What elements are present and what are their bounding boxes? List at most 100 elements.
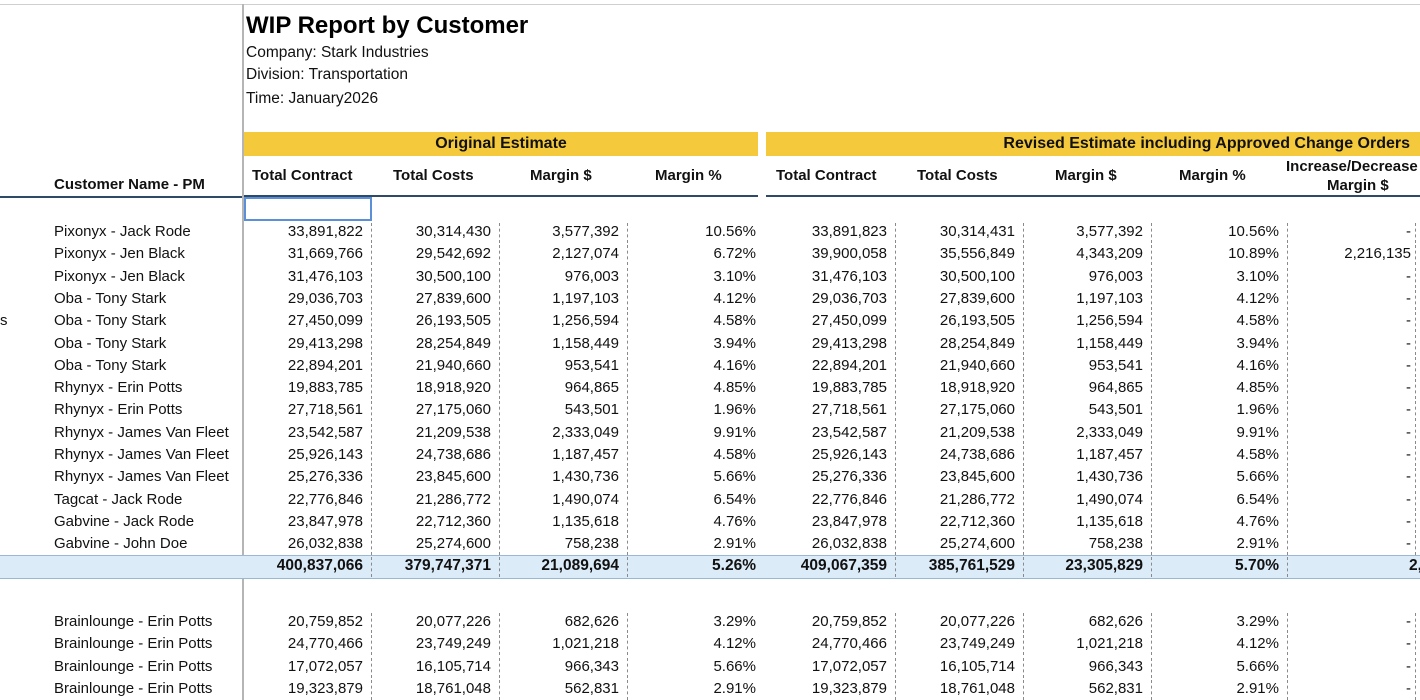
rev-contract-cell[interactable]: 17,072,057 bbox=[766, 657, 896, 678]
total-rev-pct[interactable]: 5.70% bbox=[1152, 557, 1288, 577]
rev-pct-cell[interactable]: 1.96% bbox=[1152, 401, 1288, 422]
customer-name-cell[interactable]: Rhynyx - James Van Fleet bbox=[54, 423, 229, 441]
orig-costs-cell[interactable]: 24,738,686 bbox=[372, 446, 500, 466]
orig-pct-cell[interactable]: 2.91% bbox=[713, 679, 756, 697]
rev-pct-cell[interactable]: 4.12% bbox=[1152, 635, 1288, 656]
orig-pct-cell[interactable]: 2.91% bbox=[713, 535, 756, 553]
rev-contract-cell[interactable]: 22,776,846 bbox=[766, 490, 896, 511]
orig-contract-cell[interactable]: 33,891,822 bbox=[244, 223, 372, 243]
rev-contract-cell[interactable]: 19,883,785 bbox=[766, 379, 896, 400]
orig-margin-cell[interactable]: 976,003 bbox=[500, 267, 628, 288]
rev-pct-cell[interactable]: 4.85% bbox=[1152, 379, 1288, 400]
rev-margin-cell[interactable]: 1,490,074 bbox=[1024, 490, 1152, 511]
increase-cell[interactable]: - bbox=[1288, 223, 1416, 243]
rev-contract-cell[interactable]: 33,891,823 bbox=[766, 223, 896, 243]
rev-pct-cell[interactable]: 3.94% bbox=[1152, 334, 1288, 355]
total-rev-contract[interactable]: 409,067,359 bbox=[766, 557, 896, 577]
increase-cell[interactable]: - bbox=[1288, 379, 1416, 400]
rev-costs-cell[interactable]: 20,077,226 bbox=[896, 613, 1024, 633]
orig-costs-cell[interactable]: 21,286,772 bbox=[372, 490, 500, 511]
rev-contract-cell[interactable]: 31,476,103 bbox=[766, 267, 896, 288]
rev-margin-cell[interactable]: 1,430,736 bbox=[1024, 468, 1152, 489]
rev-costs-cell[interactable]: 23,749,249 bbox=[896, 635, 1024, 656]
customer-name-cell[interactable]: Pixonyx - Jen Black bbox=[54, 245, 185, 263]
orig-costs-cell[interactable]: 23,749,249 bbox=[372, 635, 500, 656]
orig-pct-cell[interactable]: 6.72% bbox=[713, 245, 756, 263]
rev-costs-cell[interactable]: 22,712,360 bbox=[896, 512, 1024, 533]
increase-cell[interactable]: - bbox=[1288, 312, 1416, 333]
rev-margin-cell[interactable]: 1,158,449 bbox=[1024, 334, 1152, 355]
orig-margin-cell[interactable]: 1,197,103 bbox=[500, 289, 628, 310]
orig-margin-cell[interactable]: 1,256,594 bbox=[500, 312, 628, 333]
rev-pct-cell[interactable]: 3.29% bbox=[1152, 613, 1288, 633]
orig-pct-cell[interactable]: 4.12% bbox=[713, 635, 756, 653]
orig-contract-cell[interactable]: 20,759,852 bbox=[244, 613, 372, 633]
rev-margin-cell[interactable]: 758,238 bbox=[1024, 535, 1152, 556]
orig-pct-cell[interactable]: 10.56% bbox=[705, 223, 756, 240]
rev-costs-cell[interactable]: 21,940,660 bbox=[896, 356, 1024, 377]
orig-margin-cell[interactable]: 682,626 bbox=[500, 613, 628, 633]
rev-contract-cell[interactable]: 25,276,336 bbox=[766, 468, 896, 489]
orig-costs-cell[interactable]: 26,193,505 bbox=[372, 312, 500, 333]
rev-pct-cell[interactable]: 4.16% bbox=[1152, 356, 1288, 377]
orig-margin-cell[interactable]: 1,135,618 bbox=[500, 512, 628, 533]
rev-costs-cell[interactable]: 24,738,686 bbox=[896, 446, 1024, 466]
orig-margin-cell[interactable]: 953,541 bbox=[500, 356, 628, 377]
orig-costs-cell[interactable]: 21,940,660 bbox=[372, 356, 500, 377]
customer-name-cell[interactable]: Oba - Tony Stark bbox=[54, 312, 167, 330]
orig-margin-cell[interactable]: 758,238 bbox=[500, 535, 628, 556]
orig-pct-cell[interactable]: 9.91% bbox=[713, 423, 756, 441]
orig-pct-cell[interactable]: 4.85% bbox=[713, 379, 756, 397]
rev-costs-cell[interactable]: 18,761,048 bbox=[896, 679, 1024, 700]
orig-costs-cell[interactable]: 30,314,430 bbox=[372, 223, 500, 243]
orig-contract-cell[interactable]: 22,894,201 bbox=[244, 356, 372, 377]
orig-contract-cell[interactable]: 27,718,561 bbox=[244, 401, 372, 422]
rev-margin-cell[interactable]: 953,541 bbox=[1024, 356, 1152, 377]
orig-costs-cell[interactable]: 30,500,100 bbox=[372, 267, 500, 288]
customer-name-cell[interactable]: Oba - Tony Stark bbox=[54, 356, 167, 374]
rev-contract-cell[interactable]: 22,894,201 bbox=[766, 356, 896, 377]
increase-cell[interactable]: - bbox=[1288, 679, 1416, 700]
rev-margin-cell[interactable]: 966,343 bbox=[1024, 657, 1152, 678]
orig-contract-cell[interactable]: 25,926,143 bbox=[244, 446, 372, 466]
orig-pct-cell[interactable]: 4.12% bbox=[713, 289, 756, 307]
rev-margin-cell[interactable]: 1,021,218 bbox=[1024, 635, 1152, 656]
increase-cell[interactable]: 2,216,135 bbox=[1288, 245, 1416, 266]
orig-costs-cell[interactable]: 23,845,600 bbox=[372, 468, 500, 489]
increase-cell[interactable]: - bbox=[1288, 401, 1416, 422]
rev-contract-cell[interactable]: 19,323,879 bbox=[766, 679, 896, 700]
rev-margin-cell[interactable]: 976,003 bbox=[1024, 267, 1152, 288]
total-rev-costs[interactable]: 385,761,529 bbox=[896, 557, 1024, 577]
rev-costs-cell[interactable]: 23,845,600 bbox=[896, 468, 1024, 489]
rev-costs-cell[interactable]: 25,274,600 bbox=[896, 535, 1024, 556]
rev-pct-cell[interactable]: 3.10% bbox=[1152, 267, 1288, 288]
rev-costs-cell[interactable]: 30,314,431 bbox=[896, 223, 1024, 243]
orig-pct-cell[interactable]: 5.66% bbox=[713, 468, 756, 486]
rev-margin-cell[interactable]: 964,865 bbox=[1024, 379, 1152, 400]
increase-cell[interactable]: - bbox=[1288, 267, 1416, 288]
orig-pct-cell[interactable]: 4.76% bbox=[713, 512, 756, 530]
rev-pct-cell[interactable]: 4.12% bbox=[1152, 289, 1288, 310]
rev-costs-cell[interactable]: 16,105,714 bbox=[896, 657, 1024, 678]
rev-contract-cell[interactable]: 24,770,466 bbox=[766, 635, 896, 656]
orig-costs-cell[interactable]: 29,542,692 bbox=[372, 245, 500, 266]
orig-costs-cell[interactable]: 27,839,600 bbox=[372, 289, 500, 310]
increase-cell[interactable]: - bbox=[1288, 356, 1416, 377]
orig-pct-cell[interactable]: 3.29% bbox=[713, 613, 756, 630]
rev-contract-cell[interactable]: 23,847,978 bbox=[766, 512, 896, 533]
rev-pct-cell[interactable]: 4.58% bbox=[1152, 312, 1288, 333]
orig-contract-cell[interactable]: 26,032,838 bbox=[244, 535, 372, 556]
orig-contract-cell[interactable]: 19,883,785 bbox=[244, 379, 372, 400]
customer-name-cell[interactable]: Tagcat - Jack Rode bbox=[54, 490, 183, 508]
selected-cell[interactable] bbox=[244, 197, 372, 221]
orig-contract-cell[interactable]: 19,323,879 bbox=[244, 679, 372, 700]
total-increase[interactable]: 2,216,135 bbox=[1409, 557, 1420, 574]
customer-name-cell[interactable]: Rhynyx - James Van Fleet bbox=[54, 468, 229, 486]
total-orig-contract[interactable]: 400,837,066 bbox=[244, 557, 372, 577]
orig-pct-cell[interactable]: 1.96% bbox=[713, 401, 756, 419]
total-orig-margin[interactable]: 21,089,694 bbox=[500, 557, 628, 577]
rev-contract-cell[interactable]: 23,542,587 bbox=[766, 423, 896, 444]
total-orig-costs[interactable]: 379,747,371 bbox=[372, 557, 500, 577]
orig-costs-cell[interactable]: 22,712,360 bbox=[372, 512, 500, 533]
increase-cell[interactable]: - bbox=[1288, 613, 1416, 633]
